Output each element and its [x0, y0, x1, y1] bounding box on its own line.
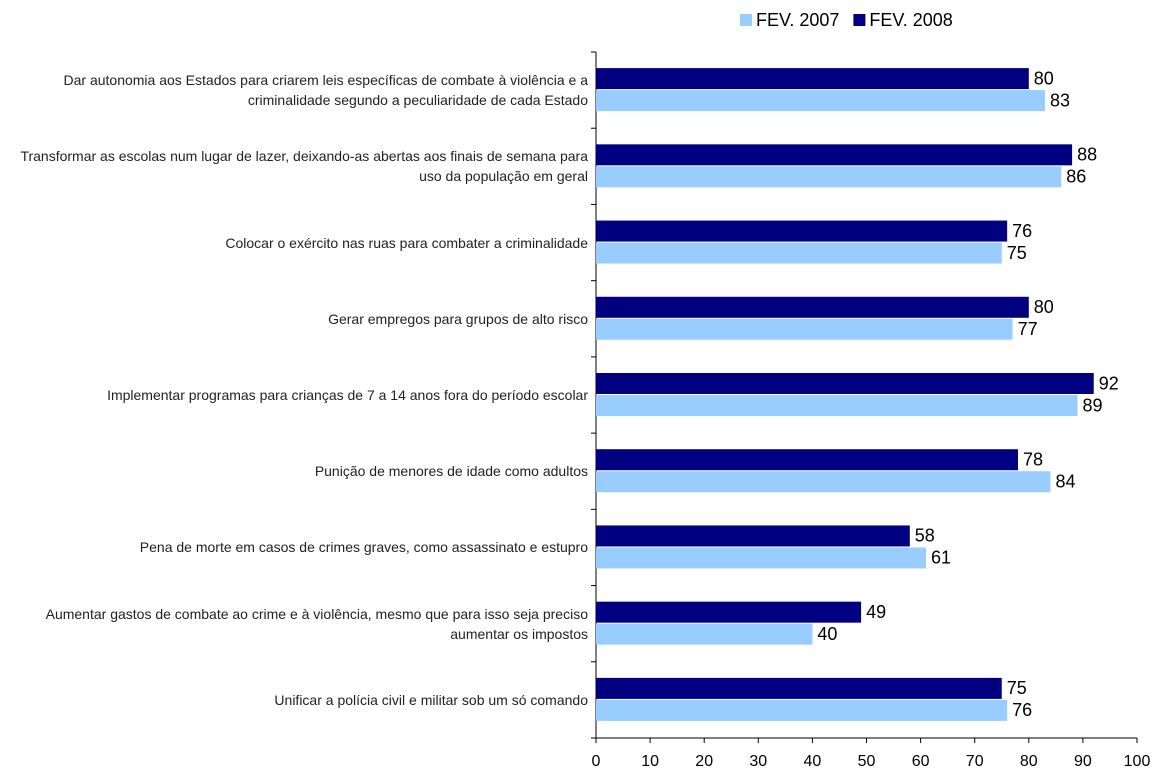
legend-swatch [853, 14, 866, 26]
bar [596, 166, 1062, 188]
bar [596, 220, 1008, 242]
x-tick-label: 30 [749, 753, 767, 770]
data-label: 49 [866, 602, 886, 622]
bar [596, 144, 1073, 166]
data-label: 88 [1077, 145, 1097, 165]
x-tick-label: 40 [804, 753, 822, 770]
data-label: 76 [1012, 221, 1032, 241]
bar [596, 601, 862, 623]
data-label: 77 [1018, 319, 1038, 339]
data-label: 80 [1034, 68, 1054, 88]
x-tick-label: 10 [641, 753, 659, 770]
data-label: 76 [1012, 700, 1032, 720]
x-tick-label: 100 [1124, 753, 1151, 770]
bar [596, 395, 1078, 416]
legend-label: FEV. 2007 [756, 10, 839, 30]
bar [596, 68, 1029, 90]
data-label: 75 [1007, 243, 1027, 263]
bar [596, 449, 1018, 471]
data-label: 92 [1099, 373, 1119, 393]
category-label: Implementar programas para crianças de 7… [107, 387, 588, 403]
data-label: 80 [1034, 297, 1054, 317]
data-label: 40 [817, 624, 837, 644]
category-label: Aumentar gastos de combate ao crime e à … [45, 605, 588, 642]
category-label: Dar autonomia aos Estados para criarem l… [63, 72, 589, 109]
x-tick-label: 90 [1074, 753, 1092, 770]
data-label: 61 [931, 548, 951, 568]
category-label: Unificar a polícia civil e militar sob u… [274, 691, 588, 708]
category-label: Gerar empregos para grupos de alto risco [328, 310, 588, 327]
data-label: 89 [1082, 395, 1102, 415]
data-label: 84 [1055, 471, 1075, 491]
bar [596, 677, 1002, 699]
bar [596, 623, 813, 645]
x-tick-label: 80 [1020, 753, 1038, 770]
bar [596, 699, 1008, 721]
legend-label: FEV. 2008 [869, 10, 952, 30]
bar [596, 296, 1029, 318]
data-label: 86 [1066, 167, 1086, 187]
data-label: 78 [1023, 449, 1043, 469]
bar [596, 318, 1013, 340]
x-tick-label: 20 [695, 753, 713, 770]
data-label: 58 [915, 526, 935, 546]
bar [596, 471, 1051, 493]
legend-swatch [740, 14, 752, 26]
bar [596, 525, 910, 547]
category-label: Pena de morte em casos de crimes graves,… [139, 539, 588, 556]
bar [596, 373, 1094, 394]
x-tick-label: 60 [912, 753, 930, 770]
bar [596, 242, 1002, 264]
bar [596, 547, 927, 569]
x-tick-label: 70 [966, 753, 984, 770]
category-label: Colocar o exército nas ruas para combate… [225, 234, 588, 251]
x-tick-label: 50 [858, 753, 876, 770]
category-label: Transformar as escolas num lugar de laze… [20, 148, 588, 185]
data-label: 75 [1007, 678, 1027, 698]
bar [596, 90, 1046, 112]
category-label: Punição de menores de idade como adultos [314, 463, 588, 480]
x-tick-label: 0 [592, 753, 601, 770]
data-label: 83 [1050, 90, 1070, 110]
